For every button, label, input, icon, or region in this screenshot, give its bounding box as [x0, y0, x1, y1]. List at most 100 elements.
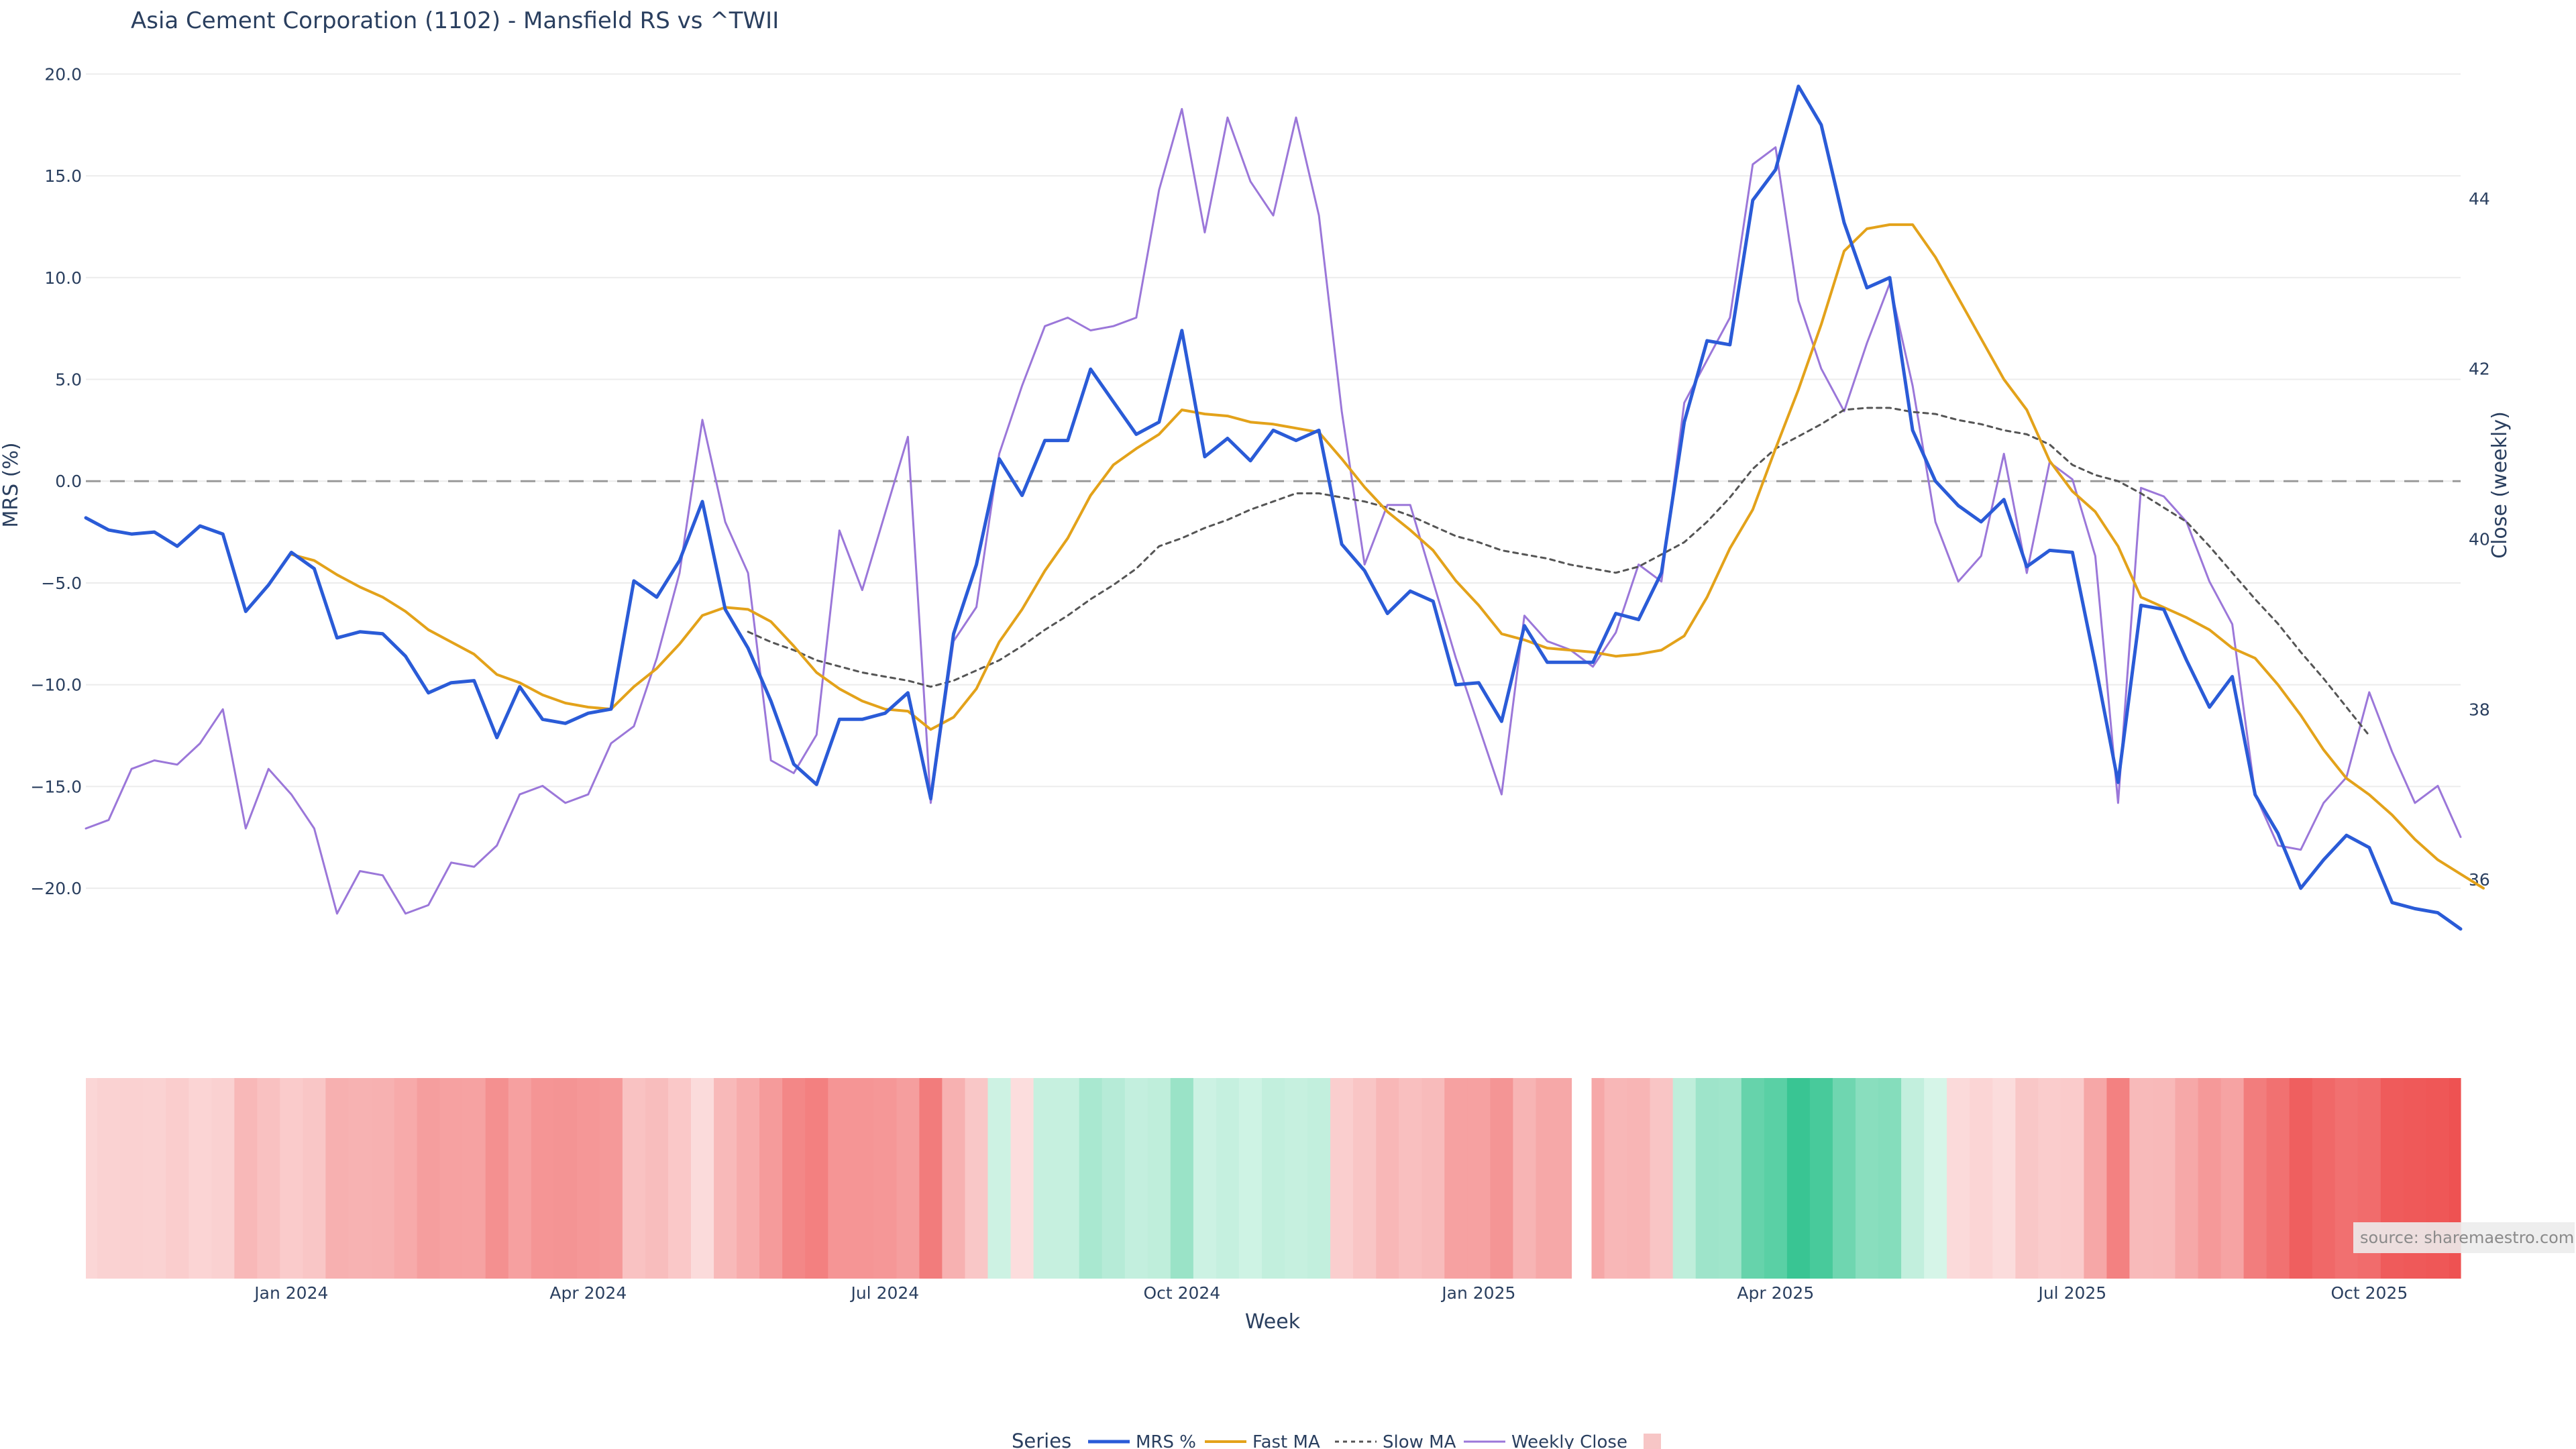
series-layer	[84, 85, 2485, 931]
heatmap-cell	[2084, 1078, 2107, 1279]
heatmap-cell	[2220, 1078, 2245, 1279]
heatmap-cell	[1856, 1078, 1879, 1279]
heatmap-cell	[1901, 1078, 1925, 1279]
x-tick-label: Apr 2024	[549, 1283, 627, 1303]
heatmap-cell	[2152, 1078, 2176, 1279]
heatmap-cell	[1421, 1078, 1445, 1279]
heatmap-cell	[919, 1078, 943, 1279]
heatmap-cell	[2038, 1078, 2061, 1279]
heatmap-cell	[896, 1078, 920, 1279]
heatmap-cell	[1399, 1078, 1422, 1279]
heatmap-cell	[508, 1078, 532, 1279]
heatmap-cell	[348, 1078, 372, 1279]
heatmap-cell	[1741, 1078, 1765, 1279]
heatmap-cell	[1536, 1078, 1559, 1279]
legend-item-heatmap[interactable]	[1644, 1434, 1661, 1449]
heatmap-cell	[2198, 1078, 2222, 1279]
heatmap-cell	[1147, 1078, 1171, 1279]
heatmap-cell	[257, 1078, 280, 1279]
heatmap-cell	[1591, 1078, 1605, 1279]
heatmap-cell	[189, 1078, 212, 1279]
heatmap-cell	[737, 1078, 760, 1279]
series-line-slow-ma	[747, 407, 2371, 737]
legend-item-weekly-close[interactable]: Weekly Close	[1464, 1432, 1627, 1449]
source-note-box	[2353, 1222, 2575, 1253]
heatmap-cell	[1056, 1078, 1080, 1279]
y-axis-right-title: Close (weekly)	[2488, 411, 2512, 559]
heatmap-cell	[371, 1078, 395, 1279]
x-axis-title: Week	[1245, 1310, 1301, 1334]
heatmap-strip	[86, 1078, 2461, 1279]
heatmap-cell	[553, 1078, 578, 1279]
heatmap-cell	[1672, 1078, 1697, 1279]
heatmap-cell	[1307, 1078, 1331, 1279]
y-right-tick-label: 42	[2469, 360, 2490, 379]
heatmap-cell	[1102, 1078, 1126, 1279]
heatmap-cell	[691, 1078, 714, 1279]
heatmap-cell	[1330, 1078, 1354, 1279]
heatmap-cell	[211, 1078, 235, 1279]
heatmap-cell	[1285, 1078, 1308, 1279]
series-line-fast-ma	[290, 223, 2485, 890]
heatmap-cell	[622, 1078, 646, 1279]
y-left-tick-label: 5.0	[55, 370, 82, 390]
heatmap-cell	[1170, 1078, 1194, 1279]
heatmap-cell	[325, 1078, 349, 1279]
heatmap-cell	[851, 1078, 874, 1279]
heatmap-cell	[1238, 1078, 1263, 1279]
heatmap-cell	[1467, 1078, 1491, 1279]
heatmap-cell	[965, 1078, 989, 1279]
legend: Series MRS % Fast MA Slow MA Weekly Clos…	[1012, 1430, 1661, 1449]
heatmap-cell	[1444, 1078, 1468, 1279]
heatmap-cell	[668, 1078, 692, 1279]
heatmap-cell	[280, 1078, 303, 1279]
heatmap-cell	[599, 1078, 623, 1279]
x-tick-label: Jan 2024	[253, 1283, 328, 1303]
heatmap-cell	[1718, 1078, 1742, 1279]
legend-item-mrs[interactable]: MRS %	[1088, 1432, 1196, 1449]
heatmap-cell	[2129, 1078, 2153, 1279]
heatmap-cell	[2015, 1078, 2039, 1279]
y-right-tick-label: 40	[2469, 529, 2490, 549]
x-tick-label: Jan 2025	[1440, 1283, 1515, 1303]
heatmap-cell	[1878, 1078, 1902, 1279]
heatmap-cell	[1010, 1078, 1034, 1279]
heatmap-cell	[2175, 1078, 2199, 1279]
legend-item-fast-ma[interactable]: Fast MA	[1205, 1432, 1320, 1449]
heatmap-cell	[1124, 1078, 1148, 1279]
heatmap-cell	[987, 1078, 1012, 1279]
x-tick-label: Oct 2025	[2330, 1283, 2408, 1303]
heatmap-cell	[2243, 1078, 2267, 1279]
chart-title: Asia Cement Corporation (1102) - Mansfie…	[131, 7, 779, 34]
y-left-tick-label: −20.0	[30, 879, 82, 898]
heatmap-cell	[828, 1078, 851, 1279]
heatmap-cell	[462, 1078, 486, 1279]
heatmap-cell	[714, 1078, 737, 1279]
series-line-mrs	[84, 85, 2463, 931]
x-tick-label: Apr 2025	[1737, 1283, 1814, 1303]
heatmap-cell	[1262, 1078, 1285, 1279]
legend-item-slow-ma[interactable]: Slow MA	[1335, 1432, 1456, 1449]
heatmap-cell	[1627, 1078, 1651, 1279]
heatmap-cell	[1353, 1078, 1377, 1279]
heatmap-cell	[143, 1078, 166, 1279]
heatmap-cell	[97, 1078, 121, 1279]
legend-label-slow-ma: Slow MA	[1383, 1432, 1456, 1449]
heatmap-cell	[1764, 1078, 1788, 1279]
y-left-tick-label: 20.0	[44, 64, 82, 84]
y-left-tick-label: 15.0	[44, 166, 82, 186]
x-tick-label: Jul 2025	[2037, 1283, 2106, 1303]
left-axis-ticks: 20.0 15.0 10.0 5.0 0.0 −5.0 −10.0 −15.0 −20.0	[30, 64, 82, 898]
heatmap-cell	[805, 1078, 828, 1279]
x-tick-label: Oct 2024	[1143, 1283, 1220, 1303]
heatmap-cell	[439, 1078, 464, 1279]
series-line-weekly-close	[85, 108, 2462, 915]
x-axis-ticks: Jan 2024 Apr 2024 Jul 2024 Oct 2024 Jan 2025…	[253, 1283, 2408, 1303]
heatmap-cell	[873, 1078, 897, 1279]
heatmap-cell	[1924, 1078, 1947, 1279]
heatmap-cell	[1809, 1078, 1833, 1279]
heatmap-cell	[1079, 1078, 1103, 1279]
legend-swatch-heatmap	[1644, 1434, 1661, 1449]
